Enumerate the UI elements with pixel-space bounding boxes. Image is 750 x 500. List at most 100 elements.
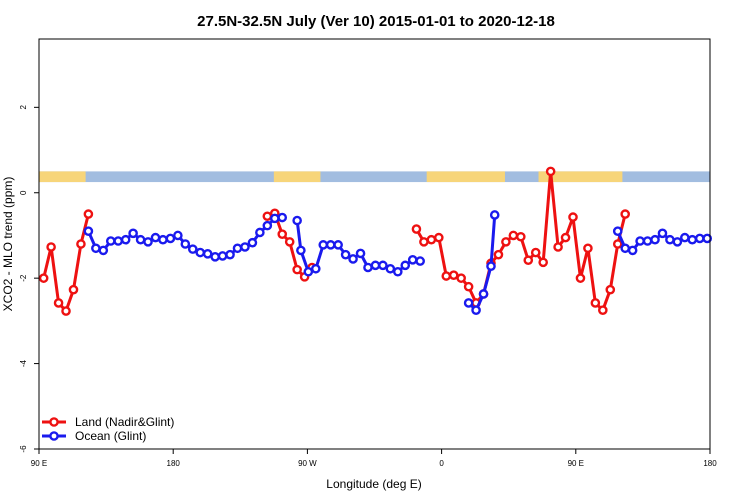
data-point [583,243,593,254]
data-point [598,305,608,315]
data-point [348,254,358,264]
data-point [635,236,645,246]
legend-label: Ocean (Glint) [75,429,146,443]
data-point [471,305,481,315]
data-point [292,215,302,226]
data-point [687,234,698,245]
data-point [173,230,183,241]
land-strip [426,171,505,183]
y-tick-label: -4 [19,359,28,367]
data-point [46,242,56,252]
legend-marker [49,417,59,427]
legend-item: Land (Nadir&Glint) [42,415,174,429]
data-point [411,224,422,234]
data-point [232,243,243,254]
data-point [538,257,548,268]
data-point [620,209,630,219]
data-point [150,232,161,243]
land-strip [273,171,321,183]
x-tick-label: 90 W [298,459,317,468]
x-axis-label: Longitude (deg E) [326,477,421,491]
data-point [434,232,444,243]
y-axis: 2 0 -2 -4 -6 [19,105,39,453]
data-point [657,228,668,239]
data-point [210,252,220,262]
data-point [269,213,280,224]
x-tick-label: 180 [703,459,717,468]
data-point [642,236,653,246]
data-point [38,273,49,283]
data-point [143,237,153,247]
data-point [523,255,534,266]
data-point [217,251,228,261]
data-point [385,263,396,274]
data-point [128,228,138,239]
y-axis-label: XCO2 - MLO trend (ppm) [1,177,15,312]
data-point [98,245,109,256]
data-point [158,234,168,245]
chart-title: 27.5N-32.5N July (Ver 10) 2015-01-01 to … [197,13,555,30]
y-tick-label: 0 [19,190,28,195]
data-point [612,239,623,249]
data-point [310,263,321,274]
data-point [91,243,101,254]
data-point [407,255,418,265]
data-point [493,249,504,260]
data-point [225,249,235,260]
data-point [292,264,302,275]
data-point [53,298,64,308]
legend: Land (Nadir&Glint)Ocean (Glint) [42,415,174,443]
data-point [665,234,675,245]
data-point [501,237,511,247]
land-strip [538,171,623,183]
data-point [400,260,411,271]
data-point [489,210,500,220]
data-point [415,256,425,266]
data-point [680,232,690,243]
data-point [135,234,146,245]
data-point [590,298,601,308]
data-point [605,284,616,295]
data-point [456,273,466,283]
data-point [284,237,295,247]
data-point [508,230,519,241]
data-point [240,242,250,252]
data-point [255,227,265,238]
data-point [296,245,306,256]
x-axis: 90 E 180 90 W 0 90 E 180 [31,449,717,468]
data-point [61,306,71,316]
data-point [516,231,526,242]
data-point [247,237,258,248]
y-tick-label: -6 [19,445,28,453]
land-strip [39,171,86,183]
data-point [333,240,343,250]
series-layer [38,166,713,316]
x-tick-label: 90 E [568,459,584,468]
data-point [195,247,206,258]
data-point [419,237,429,247]
plot-frame [38,38,711,450]
data-point [378,260,388,271]
data-point [318,240,329,250]
data-point [478,289,489,299]
data-point [277,212,288,223]
legend-item: Ocean (Glint) [42,429,146,443]
data-point [83,226,94,236]
data-point [113,236,124,246]
data-point [553,242,563,252]
legend-label: Land (Nadir&Glint) [75,415,174,429]
data-point [672,237,683,247]
data-point [262,211,273,222]
data-point [568,212,578,222]
legend-marker [49,431,59,441]
y-tick-label: -2 [19,274,28,282]
data-point [340,249,351,260]
data-point [486,261,496,272]
series-line [42,213,90,313]
data-point [303,266,314,277]
data-point [187,244,198,254]
surface-strip [39,171,710,183]
data-point [120,234,131,245]
data-point [448,270,459,280]
